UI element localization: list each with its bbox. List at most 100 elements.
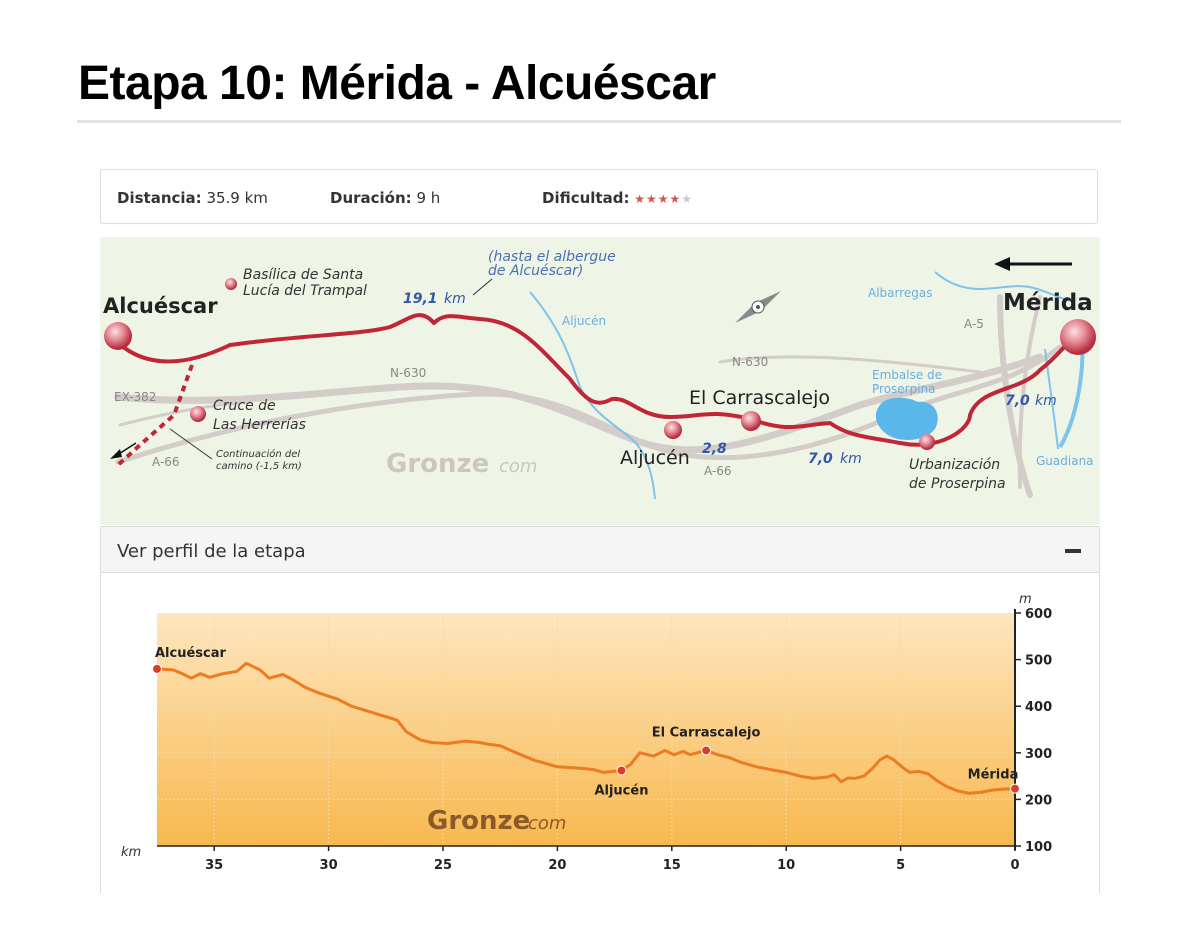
waypoint-label: Aljucén <box>594 784 648 799</box>
waypoint-marker <box>701 745 712 756</box>
continuacion-label-1: Continuación del <box>216 448 300 460</box>
y-tick-label: 400 <box>1025 700 1052 715</box>
route-map-svg: Alcuéscar Mérida Aljucén El Carrascalejo… <box>103 249 1096 500</box>
waypoint-marker <box>616 765 627 776</box>
distance-1-value: 19,1 <box>403 291 438 307</box>
difficulty-info: Dificultad: ★★★★★ <box>542 189 693 207</box>
basilica-marker[interactable] <box>225 278 237 290</box>
plot-area <box>157 613 1015 846</box>
continuacion-leader <box>169 428 213 460</box>
route-line <box>110 313 1079 447</box>
elevation-profile: 600 500 400 300 200 100 35 30 25 20 15 10 5 0 km m Alcué… <box>100 573 1100 893</box>
n630-east-label: N-630 <box>732 355 768 369</box>
star-filled-icon: ★ <box>669 192 682 206</box>
duration-value: 9 h <box>416 189 441 207</box>
duration-label: Duración: <box>330 189 412 207</box>
distance-label: Distancia: <box>117 189 202 207</box>
alcuescar-marker[interactable] <box>104 322 132 350</box>
carrascalejo-label: El Carrascalejo <box>689 387 830 409</box>
ex382-label: EX-382 <box>114 390 156 404</box>
y-tick-label: 100 <box>1025 840 1052 855</box>
profile-toggle-label: Ver perfil de la etapa <box>117 541 306 562</box>
embalse-label-1: Embalse de <box>872 368 942 382</box>
x-tick-label: 20 <box>548 858 566 873</box>
continuacion-label-2: camino (-1,5 km) <box>216 461 302 472</box>
n630-west-label: N-630 <box>390 366 426 380</box>
minus-icon[interactable] <box>1065 549 1081 553</box>
embalse-label-2: Proserpina <box>872 382 936 396</box>
proserpina-marker[interactable] <box>919 434 935 450</box>
guadiana-label: Guadiana <box>1036 454 1094 468</box>
cruce-label-1: Cruce de <box>213 398 276 414</box>
map-watermark-suffix: com <box>499 456 537 477</box>
star-filled-icon: ★ <box>646 192 658 206</box>
continuation-arrow-icon <box>110 442 137 459</box>
x-tick-label: 25 <box>434 858 452 873</box>
roads <box>114 294 1063 498</box>
urbanizacion-label-1: Urbanización <box>909 457 1000 473</box>
merida-label: Mérida <box>1003 290 1093 316</box>
stage-info-box: Distancia: 35.9 km Duración: 9 h Dificul… <box>100 169 1098 224</box>
a66-west-label: A-66 <box>152 455 180 469</box>
difficulty-stars: ★★★★★ <box>634 192 693 206</box>
aljucen-label: Aljucén <box>620 447 690 469</box>
alcuescar-label: Alcuéscar <box>103 294 218 318</box>
aljucen-marker[interactable] <box>664 421 682 439</box>
x-tick-label: 30 <box>320 858 338 873</box>
page-title: Etapa 10: Mérida - Alcuéscar <box>78 57 716 110</box>
distance-4-value: 7,0 <box>1005 393 1030 409</box>
cruce-label-2: Las Herrerías <box>213 417 306 433</box>
x-tick-label: 5 <box>896 858 905 873</box>
waypoint-marker <box>152 663 162 674</box>
y-unit-label: m <box>1019 592 1032 607</box>
distance-3-value: 7,0 <box>808 451 833 467</box>
a5-label: A-5 <box>964 317 984 331</box>
profile-watermark: Gronze <box>427 806 530 836</box>
merida-marker[interactable] <box>1060 319 1096 355</box>
x-tick-label: 15 <box>663 858 681 873</box>
albergue-leader <box>472 278 493 296</box>
x-tick-label: 35 <box>205 858 223 873</box>
albarregas-label: Albarregas <box>868 286 933 300</box>
profile-watermark-suffix: com <box>528 813 566 834</box>
basilica-label-2: Lucía del Trampal <box>243 283 367 299</box>
waypoint-label: Mérida <box>968 768 1019 783</box>
elevation-profile-svg: 600 500 400 300 200 100 35 30 25 20 15 10 5 0 km m Alcué… <box>121 592 1052 873</box>
distance-2-value: 2,8 <box>702 441 727 457</box>
duration-info: Duración: 9 h <box>330 189 440 207</box>
y-tick-label: 200 <box>1025 793 1052 808</box>
waypoint-label: Alcuéscar <box>155 646 227 661</box>
y-tick-label: 300 <box>1025 747 1052 762</box>
y-tick-label: 600 <box>1025 607 1052 622</box>
waypoint-label: El Carrascalejo <box>652 725 761 740</box>
cruce-marker[interactable] <box>190 406 206 422</box>
profile-toggle[interactable]: Ver perfil de la etapa <box>100 526 1100 573</box>
reservoir <box>875 397 938 440</box>
star-filled-icon: ★ <box>657 192 670 206</box>
route-map[interactable]: Alcuéscar Mérida Aljucén El Carrascalejo… <box>100 237 1100 525</box>
x-tick-label: 0 <box>1010 858 1019 873</box>
waypoint-marker <box>1010 783 1020 794</box>
route-continuation <box>116 364 194 467</box>
carrascalejo-marker[interactable] <box>741 411 761 431</box>
x-tick-label: 10 <box>777 858 795 873</box>
distance-4-unit: km <box>1035 393 1057 409</box>
distance-value: 35.9 km <box>206 189 268 207</box>
albergue-note-2: de Alcuéscar) <box>488 263 583 279</box>
title-divider <box>77 120 1121 123</box>
y-tick-label: 500 <box>1025 654 1052 669</box>
star-empty-icon: ★ <box>681 192 694 206</box>
map-watermark: Gronze <box>386 449 489 479</box>
elevation-line <box>156 661 1016 795</box>
a66-east-label: A-66 <box>704 464 732 478</box>
distance-info: Distancia: 35.9 km <box>117 189 268 207</box>
basilica-label-1: Basílica de Santa <box>243 267 363 283</box>
compass-icon <box>735 290 781 324</box>
x-unit-label: km <box>121 845 141 860</box>
urbanizacion-label-2: de Proserpina <box>909 476 1006 492</box>
difficulty-label: Dificultad: <box>542 189 630 207</box>
star-filled-icon: ★ <box>634 192 646 206</box>
distance-3-unit: km <box>840 451 862 467</box>
aljucen-river-label: Aljucén <box>562 314 606 328</box>
albergue-note-1: (hasta el albergue <box>488 249 616 265</box>
